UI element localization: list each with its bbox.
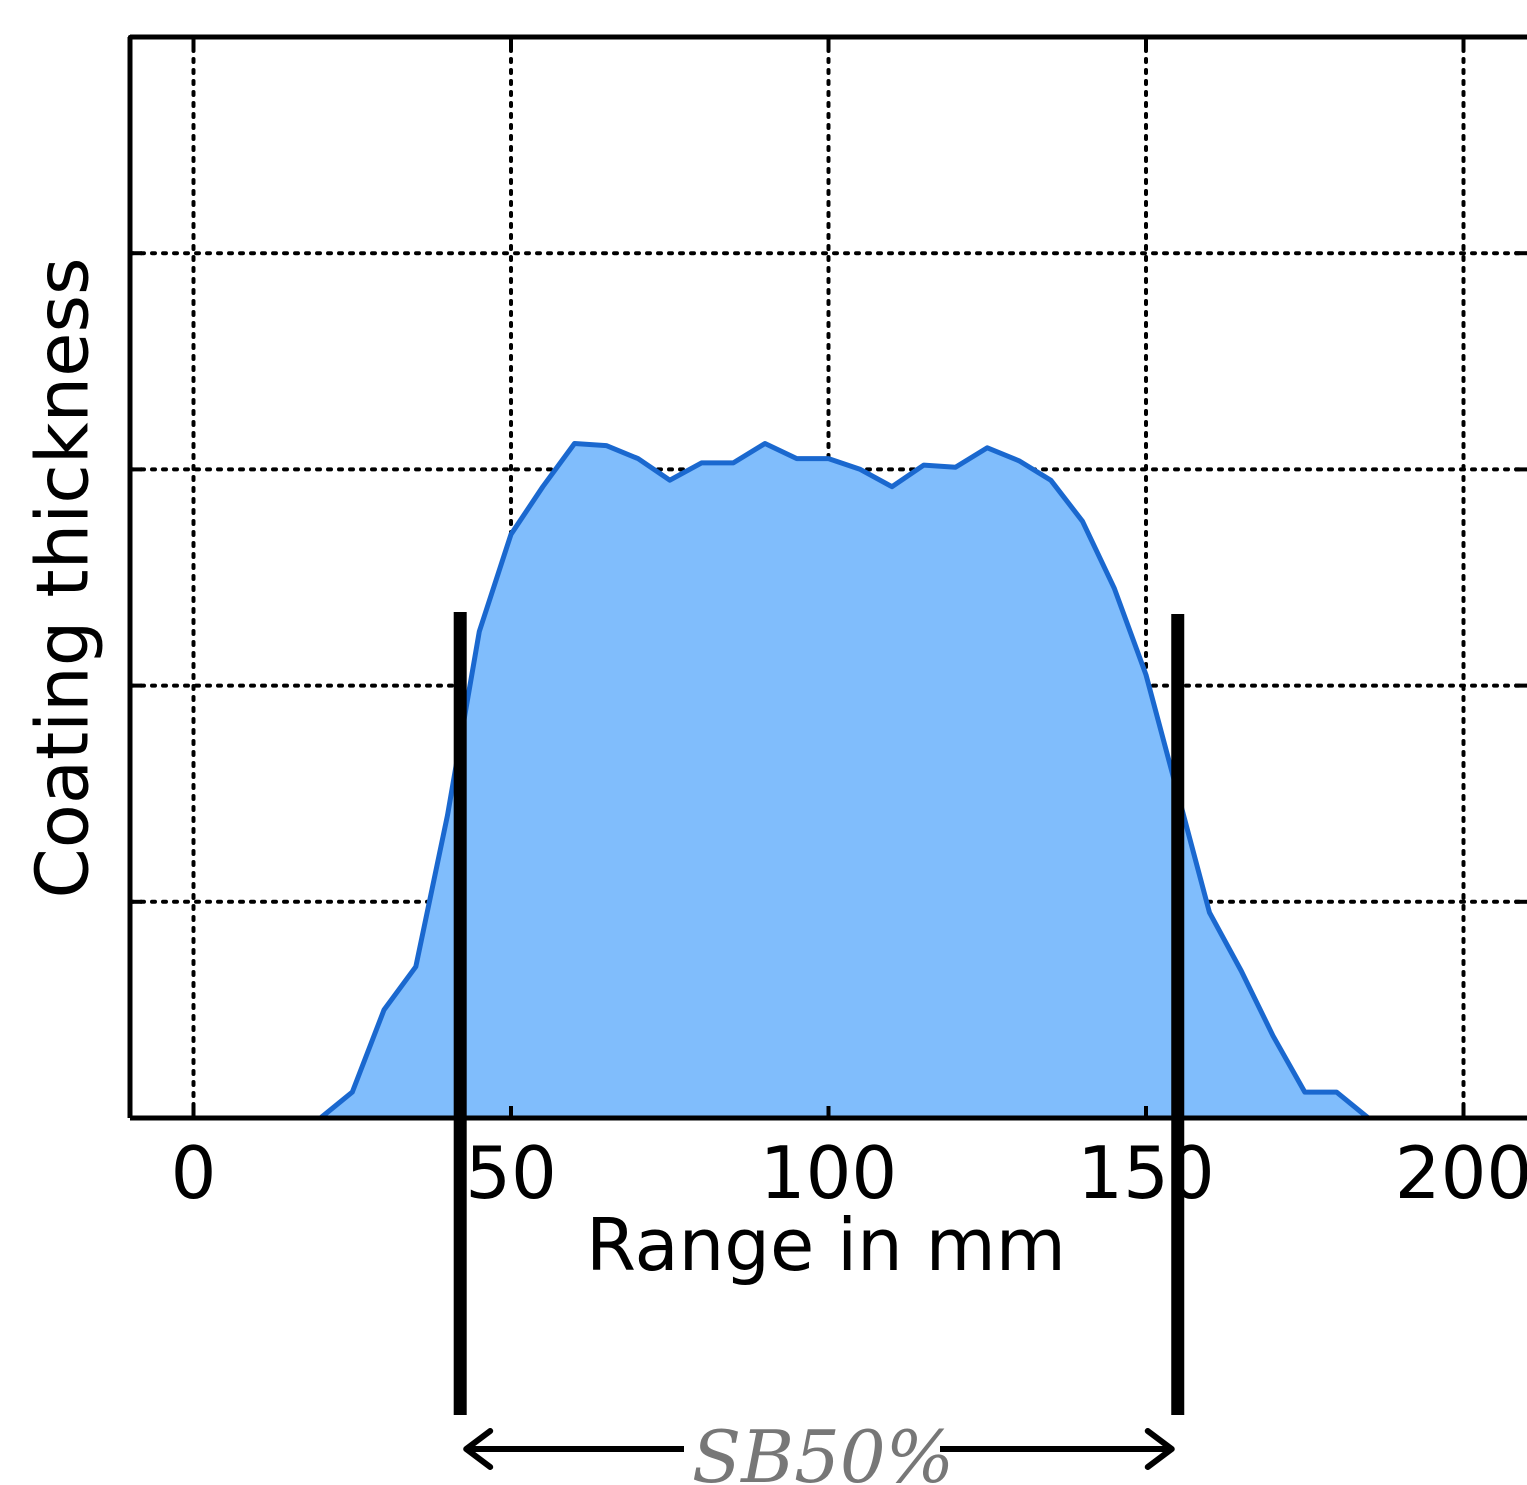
x-tick-label: 100 <box>760 1131 897 1215</box>
sb50-label: SB50% <box>692 1415 954 1485</box>
coating-thickness-area <box>257 443 1527 1118</box>
right-arrow-head <box>1144 1428 1175 1470</box>
x-tick-label: 200 <box>1395 1131 1527 1215</box>
x-tick-label: 0 <box>171 1131 217 1215</box>
x-axis-label: Range in mm <box>586 1203 1066 1287</box>
y-axis-label: Coating thickness <box>21 257 105 898</box>
coating-thickness-line <box>254 441 1527 1121</box>
axes <box>127 34 1527 1121</box>
left-arrow-head <box>463 1428 494 1470</box>
grid-lines <box>128 35 1527 1120</box>
x-tick-labels: 0 50 100 150 200 <box>171 1131 1527 1215</box>
x-tick-label: 50 <box>465 1131 557 1215</box>
span-markers <box>453 612 1185 1470</box>
x-tick-label: 150 <box>1077 1131 1214 1215</box>
